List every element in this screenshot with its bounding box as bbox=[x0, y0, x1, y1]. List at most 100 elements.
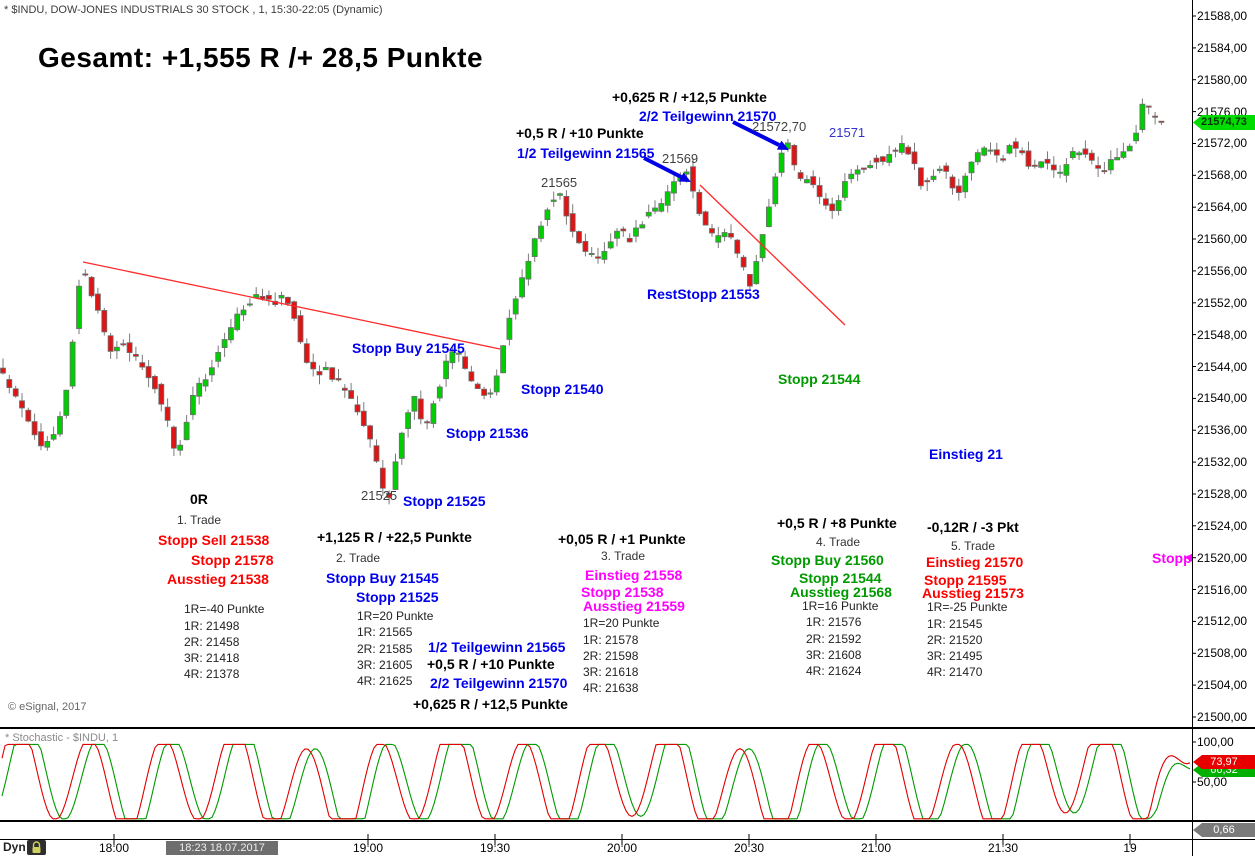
price-axis-label: 21584,00 bbox=[1197, 40, 1248, 55]
chart-annotation: 2R: 21598 bbox=[583, 649, 639, 663]
time-axis-label: 20:00 bbox=[606, 841, 638, 855]
pane-divider-main-stoch[interactable] bbox=[0, 727, 1255, 729]
time-axis-label: 19:00 bbox=[352, 841, 384, 855]
price-axis-line bbox=[1192, 0, 1193, 856]
chart-annotation: 1R: 21576 bbox=[806, 615, 862, 629]
candle-down bbox=[31, 421, 38, 436]
candle-up bbox=[835, 200, 842, 212]
chart-annotation: +0,5 R / +10 Punkte bbox=[516, 125, 644, 141]
time-axis-label: 19:30 bbox=[479, 841, 511, 855]
candle-down bbox=[563, 195, 570, 217]
candle-down bbox=[1012, 141, 1019, 149]
chart-annotation: Ausstieg 21538 bbox=[167, 571, 269, 587]
chart-annotation: 0R bbox=[190, 491, 208, 507]
candle-up bbox=[1120, 151, 1127, 158]
annotation-arrowhead bbox=[776, 140, 789, 150]
candle-down bbox=[6, 379, 13, 389]
candle-up bbox=[455, 352, 462, 355]
chart-annotation: 3R: 21495 bbox=[927, 649, 983, 663]
candle-up bbox=[538, 225, 544, 239]
chart-annotation: 3. Trade bbox=[601, 549, 646, 563]
candle-up bbox=[531, 238, 538, 257]
trendline[interactable] bbox=[699, 184, 846, 326]
chart-annotation: +0,5 R / +10 Punkte bbox=[427, 656, 555, 672]
candle-up bbox=[886, 153, 893, 163]
chart-annotation: Stopp 21536 bbox=[446, 425, 529, 441]
candle-down bbox=[132, 353, 139, 357]
pane-divider-stoch-strip[interactable] bbox=[0, 820, 1255, 822]
candle-down bbox=[1000, 158, 1006, 161]
price-axis-label: 21588,00 bbox=[1197, 9, 1248, 23]
candle-down bbox=[1101, 170, 1108, 173]
chart-annotation: Stopp 21595 bbox=[924, 572, 1007, 588]
candle-down bbox=[1044, 158, 1051, 164]
candle-down bbox=[1019, 150, 1025, 154]
candle-up bbox=[1107, 159, 1114, 171]
chart-annotation: Ausstieg 21559 bbox=[583, 598, 685, 614]
candle-down bbox=[468, 371, 475, 382]
candle-down bbox=[95, 293, 101, 311]
chart-annotation: +0,625 R / +12,5 Punkte bbox=[413, 696, 568, 712]
candle-up bbox=[1057, 171, 1063, 174]
candle-down bbox=[107, 335, 114, 352]
price-axis-label: 21548,00 bbox=[1197, 327, 1248, 342]
chart-annotation: Einstieg 21570 bbox=[926, 554, 1024, 570]
candle-up bbox=[1069, 151, 1076, 158]
chart-annotation: 21525 bbox=[361, 488, 398, 503]
chart-annotation: 2R: 21585 bbox=[357, 642, 413, 656]
candle-down bbox=[924, 180, 931, 183]
candle-up bbox=[645, 211, 652, 217]
chart-annotation: 4R: 21625 bbox=[357, 674, 413, 688]
candle-down bbox=[417, 398, 424, 420]
chart-annotation: 4. Trade bbox=[816, 535, 861, 549]
time-axis-label: 20:30 bbox=[733, 841, 765, 855]
candle-down bbox=[335, 378, 342, 381]
annotation-arrow bbox=[732, 120, 781, 147]
price-axis-label: 21580,00 bbox=[1197, 72, 1248, 87]
candle-up bbox=[766, 206, 772, 228]
time-axis-label: 21:30 bbox=[987, 841, 1019, 855]
chart-annotation: 21565 bbox=[541, 175, 578, 190]
chart-annotation: 4R: 21624 bbox=[806, 664, 862, 678]
candle-down bbox=[158, 383, 165, 405]
candle-up bbox=[1038, 161, 1044, 168]
annotation-arrow bbox=[643, 156, 683, 179]
candle-down bbox=[1095, 165, 1101, 169]
candle-up bbox=[715, 235, 722, 243]
candle-down bbox=[379, 467, 386, 489]
candle-down bbox=[170, 426, 177, 449]
lock-icon[interactable] bbox=[27, 840, 46, 855]
trendline[interactable] bbox=[82, 261, 501, 350]
candle-down bbox=[145, 366, 152, 379]
chart-annotation: 1R=-25 Punkte bbox=[927, 600, 1008, 614]
candle-up bbox=[493, 375, 500, 393]
candle-up bbox=[227, 327, 234, 341]
candle-down bbox=[25, 409, 32, 422]
dyn-mode-button[interactable]: Dyn bbox=[3, 840, 26, 854]
chart-annotation: Stopp 21544 bbox=[799, 570, 882, 586]
last-price-badge: 21574,73 bbox=[1193, 115, 1255, 130]
candle-down bbox=[993, 149, 1000, 156]
time-axis-line bbox=[0, 839, 1255, 840]
candle-down bbox=[329, 367, 336, 380]
candle-down bbox=[367, 425, 374, 440]
candle-up bbox=[215, 351, 222, 362]
candle-down bbox=[861, 167, 867, 170]
candle-down bbox=[892, 149, 899, 152]
candle-up bbox=[848, 173, 855, 180]
candle-up bbox=[981, 147, 988, 156]
candle-up bbox=[854, 169, 861, 175]
candle-up bbox=[550, 199, 557, 202]
chart-annotation: 2R: 21592 bbox=[806, 632, 862, 646]
candle-down bbox=[911, 151, 918, 165]
candle-up bbox=[633, 227, 639, 237]
candle-down bbox=[19, 400, 25, 409]
chart-annotation: 1/2 Teilgewinn 21565 bbox=[517, 145, 655, 161]
candle-up bbox=[500, 345, 507, 374]
candle-down bbox=[12, 388, 19, 397]
chart-annotation: Stopp bbox=[1152, 550, 1192, 566]
candle-down bbox=[728, 232, 734, 238]
chart-annotation: 1R: 21565 bbox=[357, 625, 413, 639]
